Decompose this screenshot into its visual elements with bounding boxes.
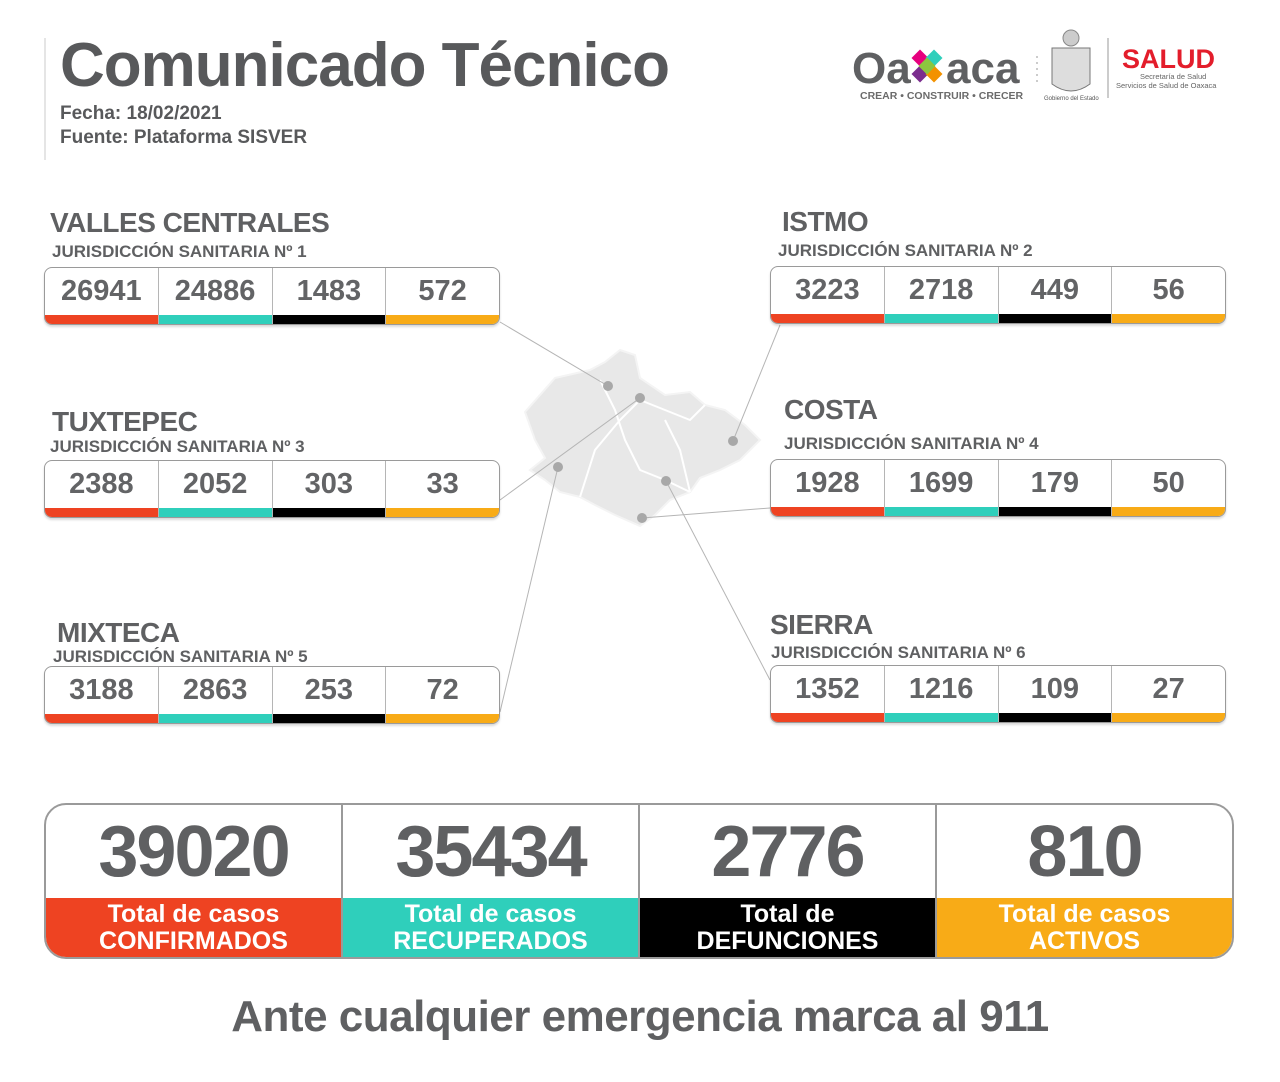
region-subtitle: JURISDICCIÓN SANITARIA Nº 5 <box>53 647 308 666</box>
region-subtitle: JURISDICCIÓN SANITARIA Nº 2 <box>778 241 1033 260</box>
region-title: MIXTECA <box>57 617 180 648</box>
source: Fuente: Plataforma SISVER <box>60 127 308 148</box>
total-label: CONFIRMADOS <box>99 926 288 955</box>
active-value: 33 <box>426 468 459 500</box>
region-title: ISTMO <box>782 206 869 237</box>
recovered-value: 2052 <box>182 468 248 500</box>
total-value: 35434 <box>395 811 587 892</box>
header-divider <box>44 38 46 160</box>
recovered-value: 2718 <box>908 274 974 306</box>
total-recovered: 35434 Total de casos RECUPERADOS <box>343 805 640 957</box>
active-value: 56 <box>1152 274 1185 306</box>
total-label: ACTIVOS <box>1028 926 1141 955</box>
confirmed-value: 2388 <box>69 468 134 500</box>
logos: Oa aca CREAR • CONSTRUIR • CRECER Gobier… <box>850 26 1230 106</box>
deaths-value: 303 <box>304 468 354 500</box>
state-map-shape <box>523 348 762 528</box>
active-value: 50 <box>1152 467 1185 499</box>
confirmed-value: 3188 <box>69 674 134 706</box>
total-deaths: 2776 Total de DEFUNCIONES <box>640 805 937 957</box>
region-subtitle: JURISDICCIÓN SANITARIA Nº 3 <box>50 437 305 456</box>
region-title: VALLES CENTRALES <box>50 207 330 238</box>
region-stats-tuxtepec: 2388 2052 303 33 <box>44 460 500 518</box>
svg-text:SALUD: SALUD <box>1122 44 1215 74</box>
oaxaca-logo: Oa aca CREAR • CONSTRUIR • CRECER Gobier… <box>852 29 1217 102</box>
region-subtitle: JURISDICCIÓN SANITARIA Nº 1 <box>52 242 307 261</box>
active-value: 572 <box>418 275 467 307</box>
total-label: Total de casos <box>404 899 577 928</box>
region-stats-mixteca: 3188 2863 253 72 <box>44 666 500 724</box>
total-value: 39020 <box>98 811 290 892</box>
svg-text:CREAR • CONSTRUIR • CRECER: CREAR • CONSTRUIR • CRECER <box>860 90 1024 102</box>
total-label: RECUPERADOS <box>393 926 588 955</box>
active-value: 27 <box>1152 673 1185 705</box>
total-value: 810 <box>1027 811 1143 892</box>
svg-text:aca: aca <box>946 44 1020 93</box>
total-value: 2776 <box>711 811 865 892</box>
page-title: Comunicado Técnico <box>60 31 670 100</box>
region-stats-istmo: 3223 2718 449 56 <box>770 266 1226 324</box>
emergency-footer: Ante cualquier emergencia marca al 911 <box>231 992 1049 1041</box>
deaths-value: 179 <box>1030 467 1080 499</box>
recovered-value: 1699 <box>908 467 974 499</box>
svg-text:Oa: Oa <box>852 44 911 93</box>
total-active: 810 Total de casos ACTIVOS <box>937 805 1232 957</box>
confirmed-value: 26941 <box>61 275 142 307</box>
deaths-value: 253 <box>304 674 354 706</box>
svg-text:Secretaría de Salud: Secretaría de Salud <box>1140 72 1206 81</box>
total-confirmed: 39020 Total de casos CONFIRMADOS <box>46 805 343 957</box>
region-title: TUXTEPEC <box>52 406 198 437</box>
total-label: Total de <box>740 899 835 928</box>
deaths-value: 109 <box>1030 673 1080 705</box>
region-subtitle: JURISDICCIÓN SANITARIA Nº 6 <box>771 643 1026 662</box>
svg-text:Gobierno del Estado: Gobierno del Estado <box>1044 96 1099 102</box>
totals-panel: 39020 Total de casos CONFIRMADOS 35434 To… <box>44 803 1234 959</box>
confirmed-value: 1352 <box>795 673 860 705</box>
total-label: Total de casos <box>107 899 280 928</box>
active-value: 72 <box>426 674 459 706</box>
region-subtitle: JURISDICCIÓN SANITARIA Nº 4 <box>784 434 1039 453</box>
oaxaca-map <box>499 321 781 713</box>
region-stats-valles-centrales: 26941 24886 1483 572 <box>44 267 500 325</box>
region-title: COSTA <box>784 394 878 425</box>
deaths-value: 1483 <box>296 275 362 307</box>
deaths-value: 449 <box>1030 274 1080 306</box>
confirmed-value: 3223 <box>795 274 860 306</box>
total-label: Total de casos <box>998 899 1171 928</box>
recovered-value: 2863 <box>182 674 248 706</box>
region-stats-sierra: 1352 1216 109 27 <box>770 665 1226 723</box>
confirmed-value: 1928 <box>795 467 860 499</box>
recovered-value: 1216 <box>908 673 974 705</box>
date: Fecha: 18/02/2021 <box>60 103 222 124</box>
recovered-value: 24886 <box>174 275 256 307</box>
region-stats-costa: 1928 1699 179 50 <box>770 459 1226 517</box>
total-label: DEFUNCIONES <box>696 926 879 955</box>
region-title: SIERRA <box>770 609 873 640</box>
svg-text:Servicios de Salud de Oaxaca: Servicios de Salud de Oaxaca <box>1116 81 1217 90</box>
